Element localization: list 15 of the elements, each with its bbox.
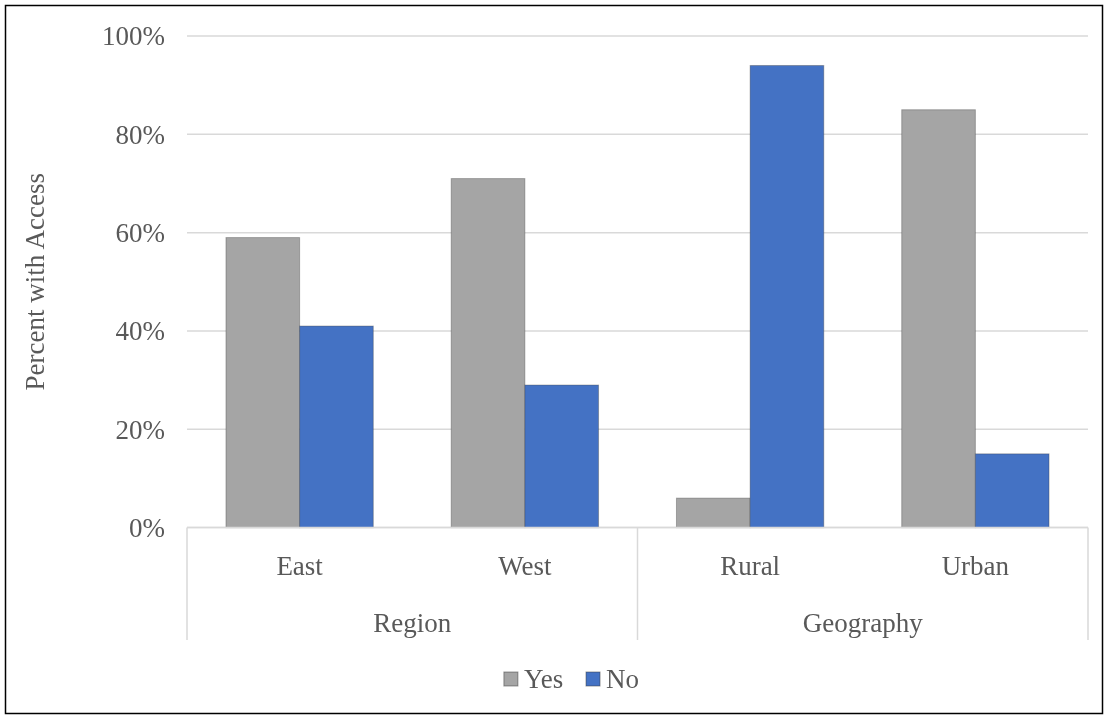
y-tick-label: 100%: [102, 21, 165, 52]
y-tick-label: 40%: [115, 316, 165, 347]
y-tick-label: 0%: [129, 513, 165, 544]
x-tick-label: West: [498, 551, 553, 582]
text: Region: [373, 608, 452, 639]
y-tick-label: 60%: [115, 218, 165, 249]
y-axis-title: Percent with Access: [20, 173, 50, 391]
legend-label: Yes: [523, 664, 564, 695]
x-tick-label: Rural: [720, 551, 781, 582]
y-tick-label: 20%: [115, 414, 165, 445]
y-tick-label: 80%: [115, 119, 165, 150]
text: Geography: [802, 608, 924, 639]
legend-label: No: [606, 664, 640, 695]
x-tick-label: Urban: [941, 551, 1010, 582]
x-tick-label: East: [276, 551, 324, 582]
